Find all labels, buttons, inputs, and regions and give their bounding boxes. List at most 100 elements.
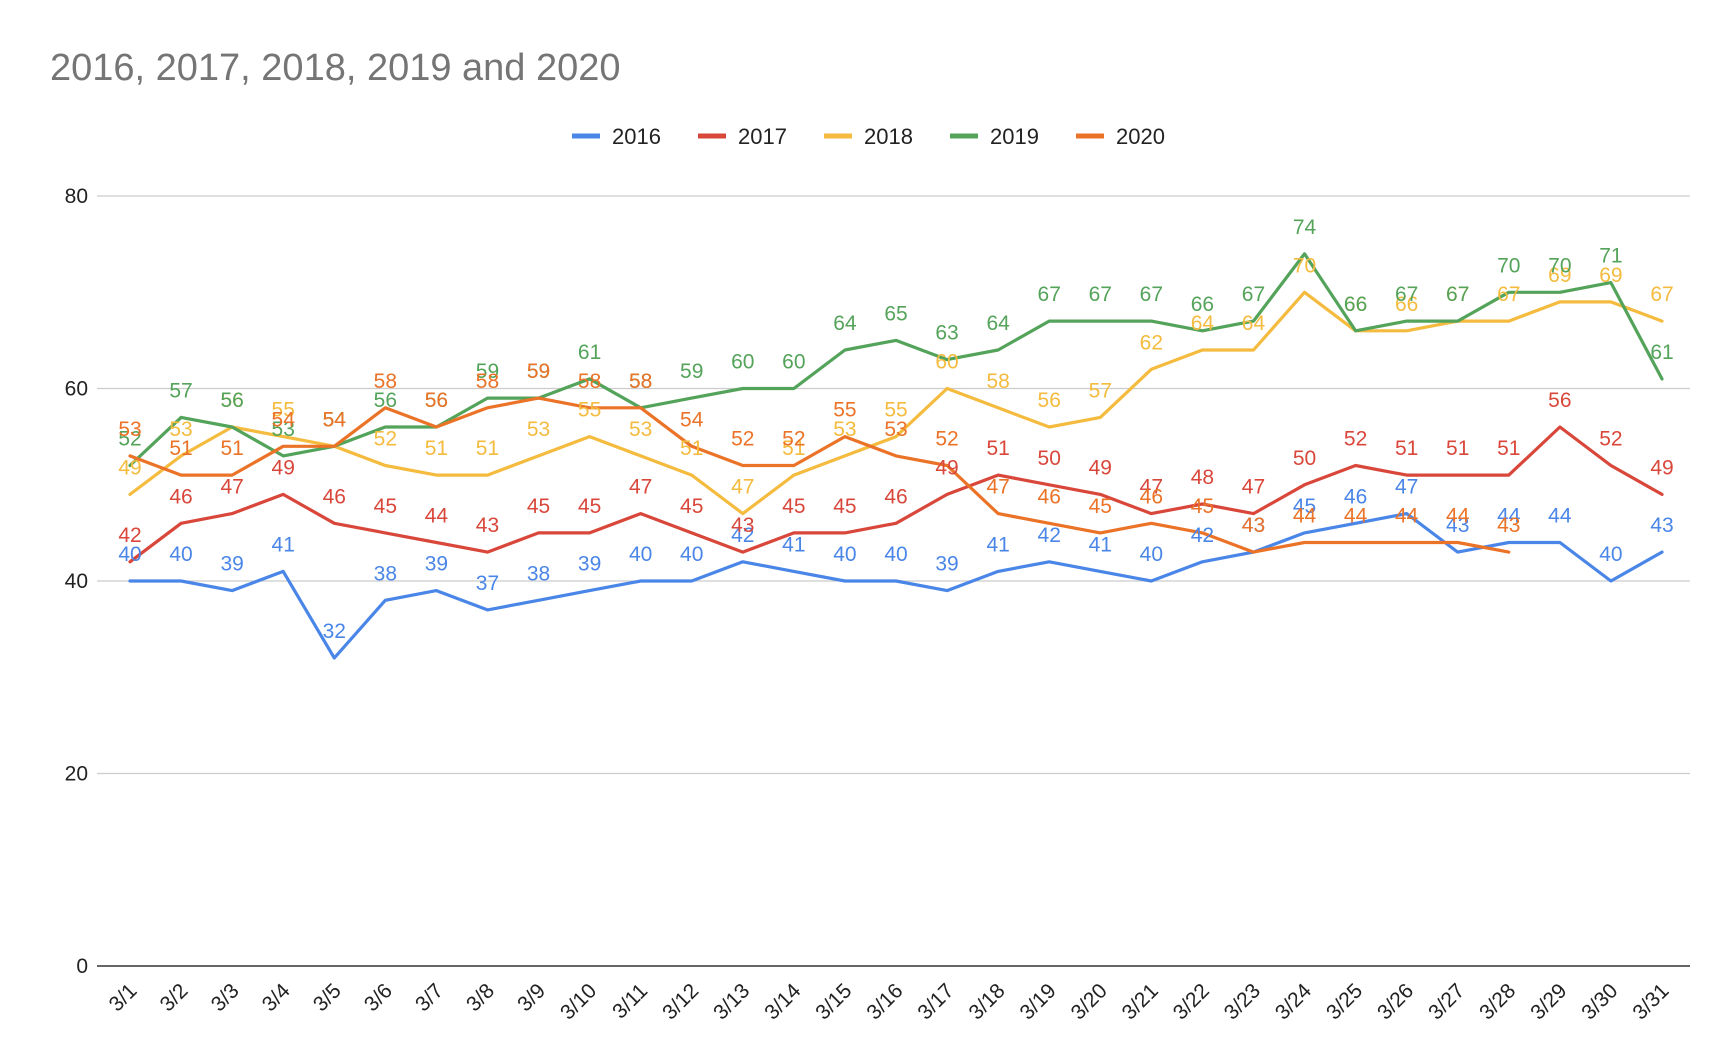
data-label-2017: 50 [1038, 447, 1061, 470]
data-label-2020: 58 [629, 370, 652, 393]
chart-title: 2016, 2017, 2018, 2019 and 2020 [50, 47, 621, 89]
series-line-2020 [128, 396, 1511, 554]
y-tick-label: 80 [65, 185, 88, 208]
data-label-2019: 65 [884, 302, 907, 325]
data-label-2018: 55 [272, 399, 295, 422]
data-label-2020: 56 [425, 389, 448, 412]
data-label-2020: 46 [1038, 485, 1061, 508]
data-label-2019: 52 [118, 428, 141, 451]
data-label-2016: 40 [1140, 543, 1163, 566]
data-label-2018: 51 [782, 437, 805, 460]
data-label-2020: 52 [782, 428, 805, 451]
data-label-2019: 57 [169, 379, 192, 402]
legend-label: 2020 [1116, 124, 1165, 149]
data-label-2019: 63 [935, 322, 958, 345]
data-label-2016: 47 [1395, 476, 1418, 499]
data-label-2017: 46 [169, 485, 192, 508]
x-tick-label: 3/15 [811, 979, 856, 1024]
x-tick-label: 3/9 [513, 979, 550, 1016]
data-label-2018: 70 [1293, 254, 1316, 277]
x-axis: 3/1 3/2 3/3 3/4 3/5 3/6 3/7 3/8 3/9 3/10 3/11 3/12 3… [105, 979, 1674, 1024]
data-label-2018: 55 [578, 399, 601, 422]
data-label-2016: 42 [1038, 524, 1061, 547]
data-label-2017: 48 [1191, 466, 1214, 489]
data-label-2019: 59 [680, 360, 703, 383]
x-tick-label: 3/25 [1322, 979, 1367, 1024]
x-tick-label: 3/29 [1526, 979, 1571, 1024]
data-label-2018: 53 [169, 418, 192, 441]
data-label-2017: 51 [1497, 437, 1520, 460]
data-label-2020: 58 [374, 370, 397, 393]
data-label-2018: 60 [935, 351, 958, 374]
data-label-2020: 44 [1344, 505, 1368, 528]
data-label-2017: 45 [527, 495, 550, 518]
data-label-2018: 56 [220, 389, 243, 412]
data-label-2016: 39 [935, 553, 958, 576]
data-label-2019: 60 [731, 351, 754, 374]
data-label-2019: 67 [1446, 283, 1469, 306]
data-label-2016: 38 [527, 562, 550, 585]
data-label-2020: 47 [986, 476, 1009, 499]
series-line-2017 [128, 425, 1664, 564]
data-label-2018: 67 [1650, 283, 1673, 306]
data-label-2016: 39 [220, 553, 243, 576]
x-tick-label: 3/22 [1169, 979, 1214, 1024]
data-label-2016: 41 [1089, 533, 1112, 556]
data-label-2018: 54 [323, 408, 347, 431]
data-label-2016: 43 [1650, 514, 1673, 537]
x-tick-label: 3/28 [1475, 979, 1520, 1024]
data-label-2017: 47 [220, 476, 243, 499]
y-tick-label: 0 [76, 955, 88, 978]
data-label-2017: 45 [782, 495, 805, 518]
x-tick-label: 3/17 [913, 979, 958, 1024]
data-label-2020: 51 [169, 437, 192, 460]
data-label-2019: 61 [1650, 341, 1673, 364]
data-label-2020: 46 [1140, 485, 1163, 508]
y-tick-label: 20 [65, 763, 88, 786]
data-label-2017: 47 [1242, 476, 1265, 499]
data-label-2017: 56 [1548, 389, 1571, 412]
data-label-2020: 51 [220, 437, 243, 460]
data-label-2018: 64 [1191, 312, 1215, 335]
data-label-2016: 41 [782, 533, 805, 556]
data-label-2019: 56 [425, 389, 448, 412]
data-label-2018: 67 [1497, 283, 1520, 306]
data-label-2019: 53 [272, 418, 295, 441]
data-label-2020: 44 [1395, 505, 1419, 528]
data-label-2017: 50 [1293, 447, 1316, 470]
data-label-2019: 70 [1497, 254, 1520, 277]
x-tick-label: 3/12 [658, 979, 703, 1024]
data-label-2016: 42 [731, 524, 754, 547]
data-label-2020: 53 [118, 418, 141, 441]
data-label-2020: 52 [935, 428, 958, 451]
data-label-2020: 43 [1497, 514, 1520, 537]
data-label-2017: 49 [935, 456, 958, 479]
data-label-2017: 45 [833, 495, 856, 518]
x-tick-label: 3/4 [258, 979, 295, 1016]
data-label-2017: 51 [1395, 437, 1418, 460]
y-axis: 0 20 40 60 80 [65, 185, 88, 978]
x-tick-label: 3/5 [309, 979, 346, 1016]
data-label-2016: 40 [118, 543, 141, 566]
data-label-2018: 47 [731, 476, 754, 499]
x-tick-label: 3/2 [156, 979, 193, 1016]
data-label-2020: 54 [272, 408, 296, 431]
data-label-2017: 45 [680, 495, 703, 518]
x-tick-label: 3/24 [1271, 979, 1316, 1024]
data-label-2018: 56 [1038, 389, 1061, 412]
data-label-2019: 54 [323, 408, 347, 431]
data-label-2017: 45 [578, 495, 601, 518]
data-label-2020: 58 [476, 370, 499, 393]
data-label-2017: 51 [986, 437, 1009, 460]
series-line-2018 [128, 290, 1664, 516]
x-tick-label: 3/16 [862, 979, 907, 1024]
data-label-2016: 44 [1548, 505, 1572, 528]
legend: 2016 2017 2018 2019 2020 [572, 124, 1165, 149]
data-label-2019: 67 [1038, 283, 1061, 306]
data-label-2016: 40 [680, 543, 703, 566]
x-tick-label: 3/30 [1577, 979, 1622, 1024]
data-label-2020: 55 [833, 399, 856, 422]
legend-label: 2017 [738, 124, 787, 149]
data-label-2018: 51 [476, 437, 499, 460]
